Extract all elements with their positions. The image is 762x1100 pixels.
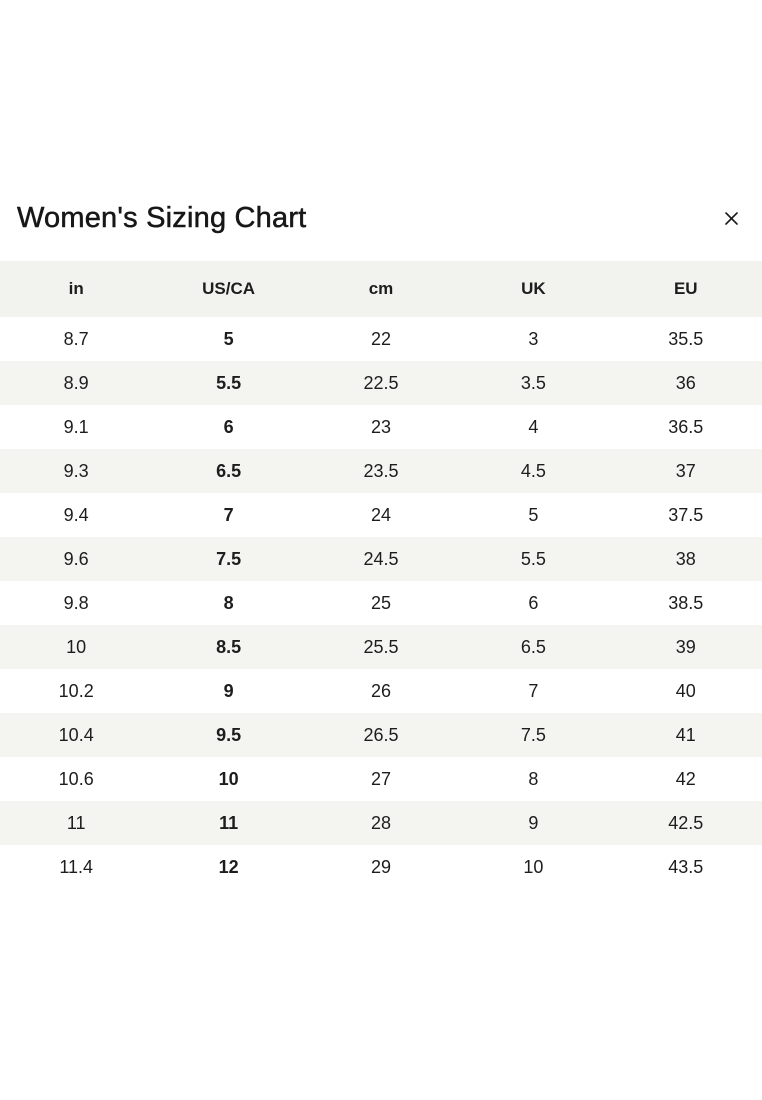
cell-uk: 5 (528, 504, 539, 525)
cell-eu: 36 (675, 372, 696, 393)
cell-in: 9.4 (63, 504, 89, 525)
modal-header: Women's Sizing Chart (17, 196, 744, 240)
cell-uk: 3.5 (520, 372, 546, 393)
cell-in: 9.8 (63, 592, 89, 613)
table-header-row: in US/CA cm UK EU (0, 261, 762, 317)
cell-cm: 25.5 (363, 636, 399, 657)
column-header-cm: cm (368, 279, 394, 298)
table-row: 9.1 6 23 4 36.5 (0, 405, 762, 449)
column-header-in: in (68, 279, 84, 298)
cell-cm: 28 (370, 812, 391, 833)
cell-eu: 38.5 (668, 592, 704, 613)
cell-in: 8.7 (63, 328, 89, 349)
cell-cm: 22.5 (363, 372, 399, 393)
cell-eu: 36.5 (668, 416, 704, 437)
cell-in: 10.6 (58, 768, 94, 789)
close-icon (723, 210, 740, 227)
cell-cm: 24 (370, 504, 391, 525)
cell-us-ca: 11 (219, 812, 239, 833)
column-header-us-ca: US/CA (202, 279, 256, 298)
cell-uk: 9 (528, 812, 539, 833)
cell-us-ca: 12 (218, 856, 239, 877)
table-row: 10.6 10 27 8 42 (0, 757, 762, 801)
table-row: 11.4 12 29 10 43.5 (0, 845, 762, 889)
table-row: 11 11 28 9 42.5 (0, 801, 762, 845)
column-header-eu: EU (673, 279, 698, 298)
cell-us-ca: 10 (218, 768, 239, 789)
cell-eu: 43.5 (668, 856, 704, 877)
column-header-uk: UK (521, 279, 546, 298)
cell-uk: 4.5 (520, 460, 546, 481)
cell-uk: 6 (528, 592, 539, 613)
close-button[interactable] (719, 206, 744, 231)
cell-us-ca: 5.5 (216, 372, 242, 393)
cell-uk: 7 (528, 680, 539, 701)
cell-cm: 27 (370, 768, 391, 789)
sizing-table: in US/CA cm UK EU 8.7 5 22 3 35.5 8.9 5.5 22.5 3.5 36… (0, 261, 762, 889)
cell-eu: 39 (675, 636, 696, 657)
table-row: 9.4 7 24 5 37.5 (0, 493, 762, 537)
page-title: Women's Sizing Chart (17, 201, 307, 234)
cell-cm: 26.5 (363, 724, 399, 745)
cell-us-ca: 7 (223, 504, 234, 525)
cell-cm: 26 (370, 680, 391, 701)
cell-eu: 41 (675, 724, 696, 745)
cell-uk: 4 (528, 416, 539, 437)
cell-in: 9.3 (63, 460, 89, 481)
cell-uk: 7.5 (520, 724, 546, 745)
cell-us-ca: 8 (223, 592, 234, 613)
cell-cm: 25 (370, 592, 391, 613)
cell-cm: 29 (370, 856, 391, 877)
cell-in: 11 (66, 812, 86, 833)
cell-uk: 6.5 (520, 636, 546, 657)
cell-in: 10 (66, 636, 87, 657)
cell-uk: 8 (528, 768, 539, 789)
cell-eu: 37 (675, 460, 696, 481)
cell-us-ca: 9.5 (216, 724, 242, 745)
cell-us-ca: 6.5 (216, 460, 242, 481)
cell-eu: 38 (675, 548, 696, 569)
cell-uk: 10 (523, 856, 544, 877)
cell-eu: 35.5 (668, 328, 704, 349)
table-row: 10 8.5 25.5 6.5 39 (0, 625, 762, 669)
cell-in: 10.4 (58, 724, 94, 745)
cell-eu: 40 (675, 680, 696, 701)
cell-uk: 3 (528, 328, 539, 349)
cell-in: 10.2 (58, 680, 94, 701)
cell-us-ca: 6 (223, 416, 234, 437)
cell-eu: 42 (675, 768, 696, 789)
table-row: 9.3 6.5 23.5 4.5 37 (0, 449, 762, 493)
cell-cm: 22 (370, 328, 391, 349)
cell-us-ca: 5 (223, 328, 234, 349)
cell-uk: 5.5 (520, 548, 546, 569)
table-row: 8.7 5 22 3 35.5 (0, 317, 762, 361)
table-row: 10.2 9 26 7 40 (0, 669, 762, 713)
cell-in: 9.6 (63, 548, 89, 569)
cell-eu: 42.5 (668, 812, 704, 833)
cell-in: 8.9 (63, 372, 89, 393)
cell-in: 9.1 (63, 416, 89, 437)
cell-us-ca: 9 (223, 680, 234, 701)
cell-cm: 23 (370, 416, 391, 437)
table-row: 9.8 8 25 6 38.5 (0, 581, 762, 625)
cell-cm: 23.5 (363, 460, 399, 481)
cell-eu: 37.5 (668, 504, 704, 525)
table-body: 8.7 5 22 3 35.5 8.9 5.5 22.5 3.5 36 9.1 6 23 4 36.5 9.3… (0, 317, 762, 889)
cell-in: 11.4 (59, 856, 94, 877)
cell-us-ca: 7.5 (216, 548, 242, 569)
table-row: 9.6 7.5 24.5 5.5 38 (0, 537, 762, 581)
cell-cm: 24.5 (363, 548, 399, 569)
cell-us-ca: 8.5 (216, 636, 242, 657)
table-row: 10.4 9.5 26.5 7.5 41 (0, 713, 762, 757)
table-row: 8.9 5.5 22.5 3.5 36 (0, 361, 762, 405)
